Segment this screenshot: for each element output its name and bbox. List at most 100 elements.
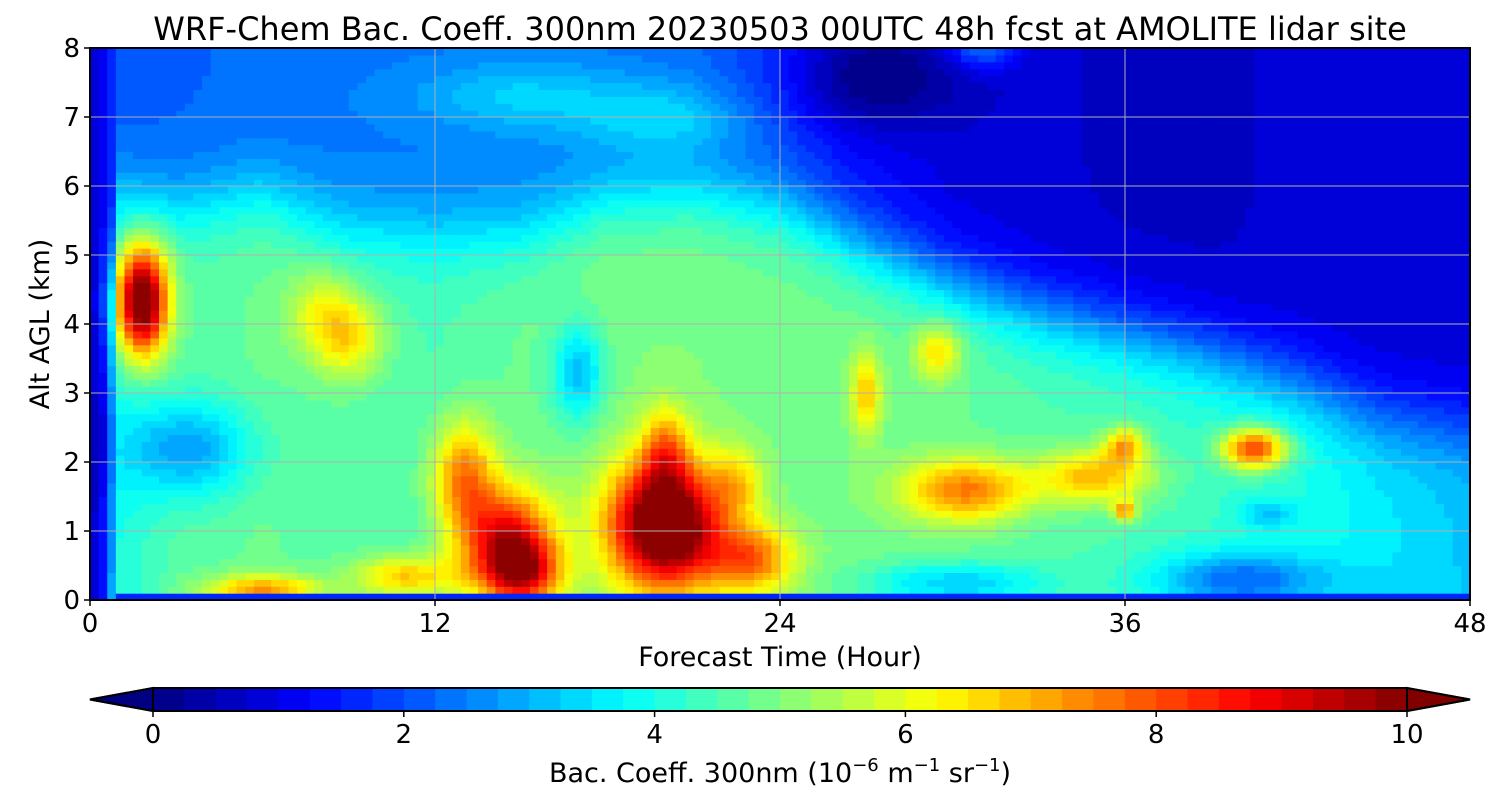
heatmap-cell: [504, 441, 514, 449]
heatmap-cell: [564, 241, 574, 249]
heatmap-cell: [340, 151, 350, 159]
heatmap-cell: [159, 227, 169, 235]
heatmap-cell: [521, 427, 531, 435]
heatmap-cell: [124, 517, 134, 525]
heatmap-cell: [176, 248, 186, 256]
heatmap-cell: [564, 558, 574, 567]
heatmap-cell: [598, 241, 609, 249]
heatmap-cell: [366, 586, 376, 594]
heatmap-cell: [90, 358, 100, 366]
heatmap-cell: [555, 572, 565, 580]
heatmap-cell: [443, 586, 453, 594]
heatmap-cell: [529, 261, 540, 270]
heatmap-cell: [90, 344, 100, 353]
heatmap-cell: [262, 117, 272, 125]
heatmap-cell: [521, 393, 531, 401]
heatmap-cell: [400, 448, 410, 456]
heatmap-cell: [271, 296, 281, 304]
heatmap-cell: [547, 441, 557, 449]
heatmap-cell: [478, 68, 488, 77]
heatmap-cell: [409, 551, 419, 560]
heatmap-cell: [124, 510, 134, 518]
heatmap-cell: [236, 275, 246, 284]
heatmap-cell: [340, 496, 350, 504]
heatmap-cell: [495, 158, 505, 166]
heatmap-cell: [374, 372, 384, 380]
heatmap-cell: [547, 123, 557, 132]
heatmap-cell: [202, 213, 212, 222]
heatmap-cell: [314, 351, 324, 360]
heatmap-cell: [607, 151, 617, 159]
heatmap-cell: [193, 48, 203, 56]
heatmap-cell: [288, 413, 298, 422]
heatmap-cell: [133, 510, 143, 518]
heatmap-cell: [495, 130, 505, 139]
heatmap-cell: [383, 158, 393, 166]
heatmap-cell: [297, 413, 307, 422]
heatmap-cell: [288, 558, 298, 567]
heatmap-cell: [616, 406, 626, 415]
heatmap-cell: [90, 517, 100, 525]
heatmap-cell: [383, 144, 393, 153]
heatmap-cell: [193, 406, 203, 415]
heatmap-cell: [279, 524, 289, 532]
heatmap-cell: [90, 330, 100, 339]
heatmap-cell: [141, 441, 151, 449]
heatmap-cell: [124, 89, 134, 97]
heatmap-cell: [331, 358, 341, 366]
heatmap-cell: [288, 192, 298, 201]
heatmap-cell: [417, 475, 427, 484]
heatmap-cell: [176, 386, 186, 394]
heatmap-cell: [340, 89, 350, 97]
heatmap-cell: [486, 503, 496, 511]
heatmap-cell: [253, 489, 264, 498]
heatmap-cell: [495, 75, 505, 84]
heatmap-cell: [98, 199, 108, 208]
heatmap-cell: [504, 61, 514, 70]
heatmap-cell: [202, 110, 212, 118]
heatmap-cell: [616, 192, 626, 201]
heatmap-cell: [271, 379, 281, 387]
heatmap-cell: [409, 468, 419, 477]
heatmap-cell: [167, 468, 177, 477]
heatmap-cell: [236, 330, 246, 339]
heatmap-cell: [573, 317, 583, 325]
heatmap-cell: [504, 462, 514, 470]
heatmap-cell: [159, 317, 169, 325]
heatmap-cell: [193, 275, 203, 284]
heatmap-cell: [150, 489, 160, 498]
heatmap-cell: [150, 103, 160, 111]
heatmap-cell: [486, 468, 496, 477]
heatmap-cell: [607, 489, 617, 498]
heatmap-cell: [193, 289, 203, 297]
heatmap-cell: [581, 531, 591, 539]
heatmap-cell: [357, 268, 367, 277]
heatmap-cell: [590, 96, 600, 104]
heatmap-cell: [167, 165, 177, 173]
heatmap-cell: [288, 406, 298, 415]
heatmap-cell: [245, 54, 255, 63]
heatmap-cell: [322, 434, 333, 442]
heatmap-cell: [150, 158, 160, 166]
heatmap-cell: [271, 399, 281, 408]
heatmap-cell: [547, 296, 557, 304]
heatmap-cell: [478, 75, 488, 84]
heatmap-cell: [547, 448, 557, 456]
heatmap-cell: [262, 310, 272, 318]
heatmap-cell: [417, 503, 427, 511]
heatmap-cell: [193, 579, 203, 587]
heatmap-cell: [331, 565, 341, 573]
heatmap-cell: [236, 551, 246, 560]
heatmap-cell: [193, 393, 203, 401]
heatmap-cell: [521, 358, 531, 366]
heatmap-cell: [616, 468, 626, 477]
heatmap-cell: [98, 324, 108, 332]
heatmap-cell: [581, 317, 591, 325]
heatmap-cell: [383, 179, 393, 187]
heatmap-cell: [314, 565, 324, 573]
heatmap-cell: [184, 365, 195, 373]
heatmap-cell: [443, 517, 453, 525]
heatmap-cell: [400, 48, 410, 56]
heatmap-cell: [314, 296, 324, 304]
heatmap-cell: [322, 261, 333, 270]
